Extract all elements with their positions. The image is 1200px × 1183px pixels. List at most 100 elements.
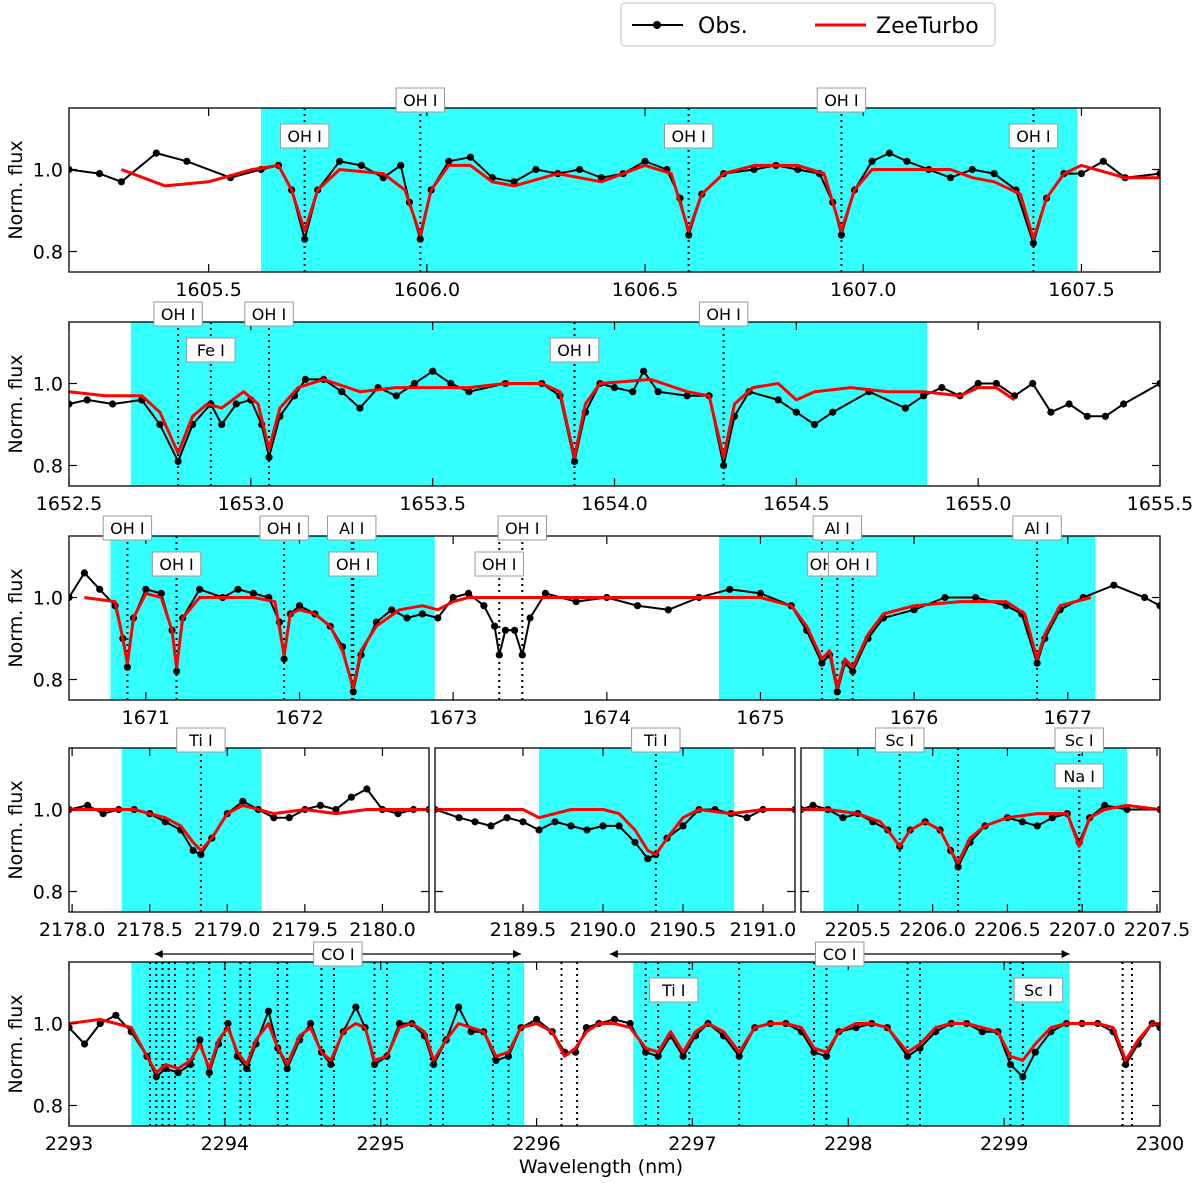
line-label: Ti I	[643, 731, 668, 750]
observed-point	[640, 367, 648, 375]
line-label-box	[497, 515, 548, 541]
line-label-box	[1054, 727, 1104, 753]
observed-point	[1141, 593, 1149, 602]
panel-row4-left: 2178.0 2178.5 2179.0 2179.5 2180.0 0.8 1.0 Norm…	[5, 727, 430, 941]
observed-point	[357, 161, 365, 169]
observed-point	[1101, 801, 1109, 810]
model-spectrum	[69, 377, 1016, 459]
observed-point	[920, 392, 928, 400]
observed-point	[641, 157, 649, 165]
observed-point	[174, 457, 182, 465]
observed-point	[868, 157, 876, 165]
observed-point	[492, 1056, 500, 1064]
line-label: OH I	[403, 91, 437, 110]
observed-point	[449, 593, 457, 602]
line-label-box	[816, 87, 867, 113]
observed-point	[112, 1011, 120, 1019]
panel-row4-middle: 2189.5 2190.0 2190.5 2191.0 Ti I	[434, 727, 796, 941]
observed-point	[1077, 170, 1085, 178]
x-tick-label: 2297	[668, 1133, 716, 1155]
observed-point	[264, 1007, 273, 1015]
line-label: Al I	[825, 519, 850, 538]
band-arrow-head	[1061, 950, 1070, 958]
observed-point	[455, 814, 463, 822]
observed-point	[196, 585, 204, 593]
x-tick-label: 1654.5	[763, 493, 829, 515]
panel-plot-area	[69, 108, 1160, 272]
observed-point	[1099, 157, 1107, 165]
observed-point	[631, 838, 639, 846]
observed-point	[327, 1060, 335, 1069]
x-tick-label: 1655.0	[945, 493, 1011, 515]
observed-point	[249, 589, 257, 598]
observed-point	[224, 1019, 232, 1028]
observed-point	[504, 1052, 513, 1060]
band-arrow-head	[512, 950, 521, 958]
x-tick-label: 2298	[824, 1133, 872, 1155]
panel-frame	[434, 747, 796, 913]
observed-point	[938, 384, 946, 392]
observed-point	[750, 165, 758, 174]
observed-point	[1083, 412, 1091, 420]
line-label-box	[244, 301, 294, 327]
observed-point	[270, 814, 278, 822]
line-label-box	[395, 87, 446, 113]
observed-point	[610, 384, 619, 392]
panel-frame	[68, 747, 430, 913]
observed-point	[901, 404, 910, 412]
line-label-box	[151, 551, 202, 577]
x-tick-label: 2206.5	[974, 919, 1040, 941]
panel-plot-area	[435, 748, 795, 912]
observed-point	[205, 1069, 213, 1077]
observed-point	[510, 178, 518, 186]
annotation-label: Ti I	[661, 981, 686, 1000]
x-axis-title: Wavelength (nm)	[519, 1156, 683, 1178]
observed-point	[471, 818, 479, 826]
observed-point	[1123, 805, 1131, 814]
observed-point	[388, 606, 396, 614]
observed-point	[464, 589, 473, 598]
observed-point	[809, 801, 817, 810]
observed-point	[123, 663, 131, 671]
observed-point	[1156, 602, 1160, 610]
observed-point	[447, 379, 455, 388]
observed-point	[173, 667, 181, 675]
observed-point	[541, 589, 550, 598]
line-label-box	[663, 123, 714, 149]
observed-point	[480, 602, 488, 610]
observed-point	[316, 801, 324, 810]
observed-point	[1029, 239, 1037, 247]
observed-point	[495, 651, 503, 659]
observed-point	[679, 1052, 687, 1060]
observed-point	[142, 585, 150, 593]
x-tick-label: 1653.5	[399, 493, 465, 515]
line-label-box	[153, 301, 203, 327]
observed-point	[156, 420, 164, 429]
x-tick-label: 1606.0	[394, 279, 460, 301]
observed-point	[1029, 379, 1037, 388]
legend-model-label: ZeeTurbo	[876, 14, 979, 39]
panel-frame	[68, 535, 1161, 701]
fit-region	[131, 962, 525, 1126]
line-label: Al I	[339, 519, 364, 538]
observed-point	[280, 655, 288, 663]
observed-point	[644, 855, 652, 863]
line-label: OH I	[336, 555, 370, 574]
observed-point	[183, 157, 191, 165]
observed-point	[197, 851, 205, 859]
line-label: OH I	[671, 127, 705, 146]
panel-row5: 2293 2294 2295 2296 2297 2298 2299 2300 0.8 1.0 No…	[5, 941, 1184, 1155]
observed-point	[990, 170, 998, 178]
observed-point	[829, 408, 837, 416]
x-tick-label: 2190.5	[650, 919, 716, 941]
observed-point	[157, 589, 165, 598]
x-tick-label: 1676	[890, 707, 938, 729]
line-label: OH I	[835, 555, 869, 574]
observed-point	[756, 589, 765, 598]
line-label-box	[259, 515, 309, 541]
observed-point	[837, 231, 846, 239]
observed-point	[570, 457, 579, 465]
x-tick-label: 2293	[45, 1133, 93, 1155]
panels: 1605.5 1606.0 1606.5 1607.0 1607.5 0.8 1.0 Norm…	[5, 87, 1193, 1155]
